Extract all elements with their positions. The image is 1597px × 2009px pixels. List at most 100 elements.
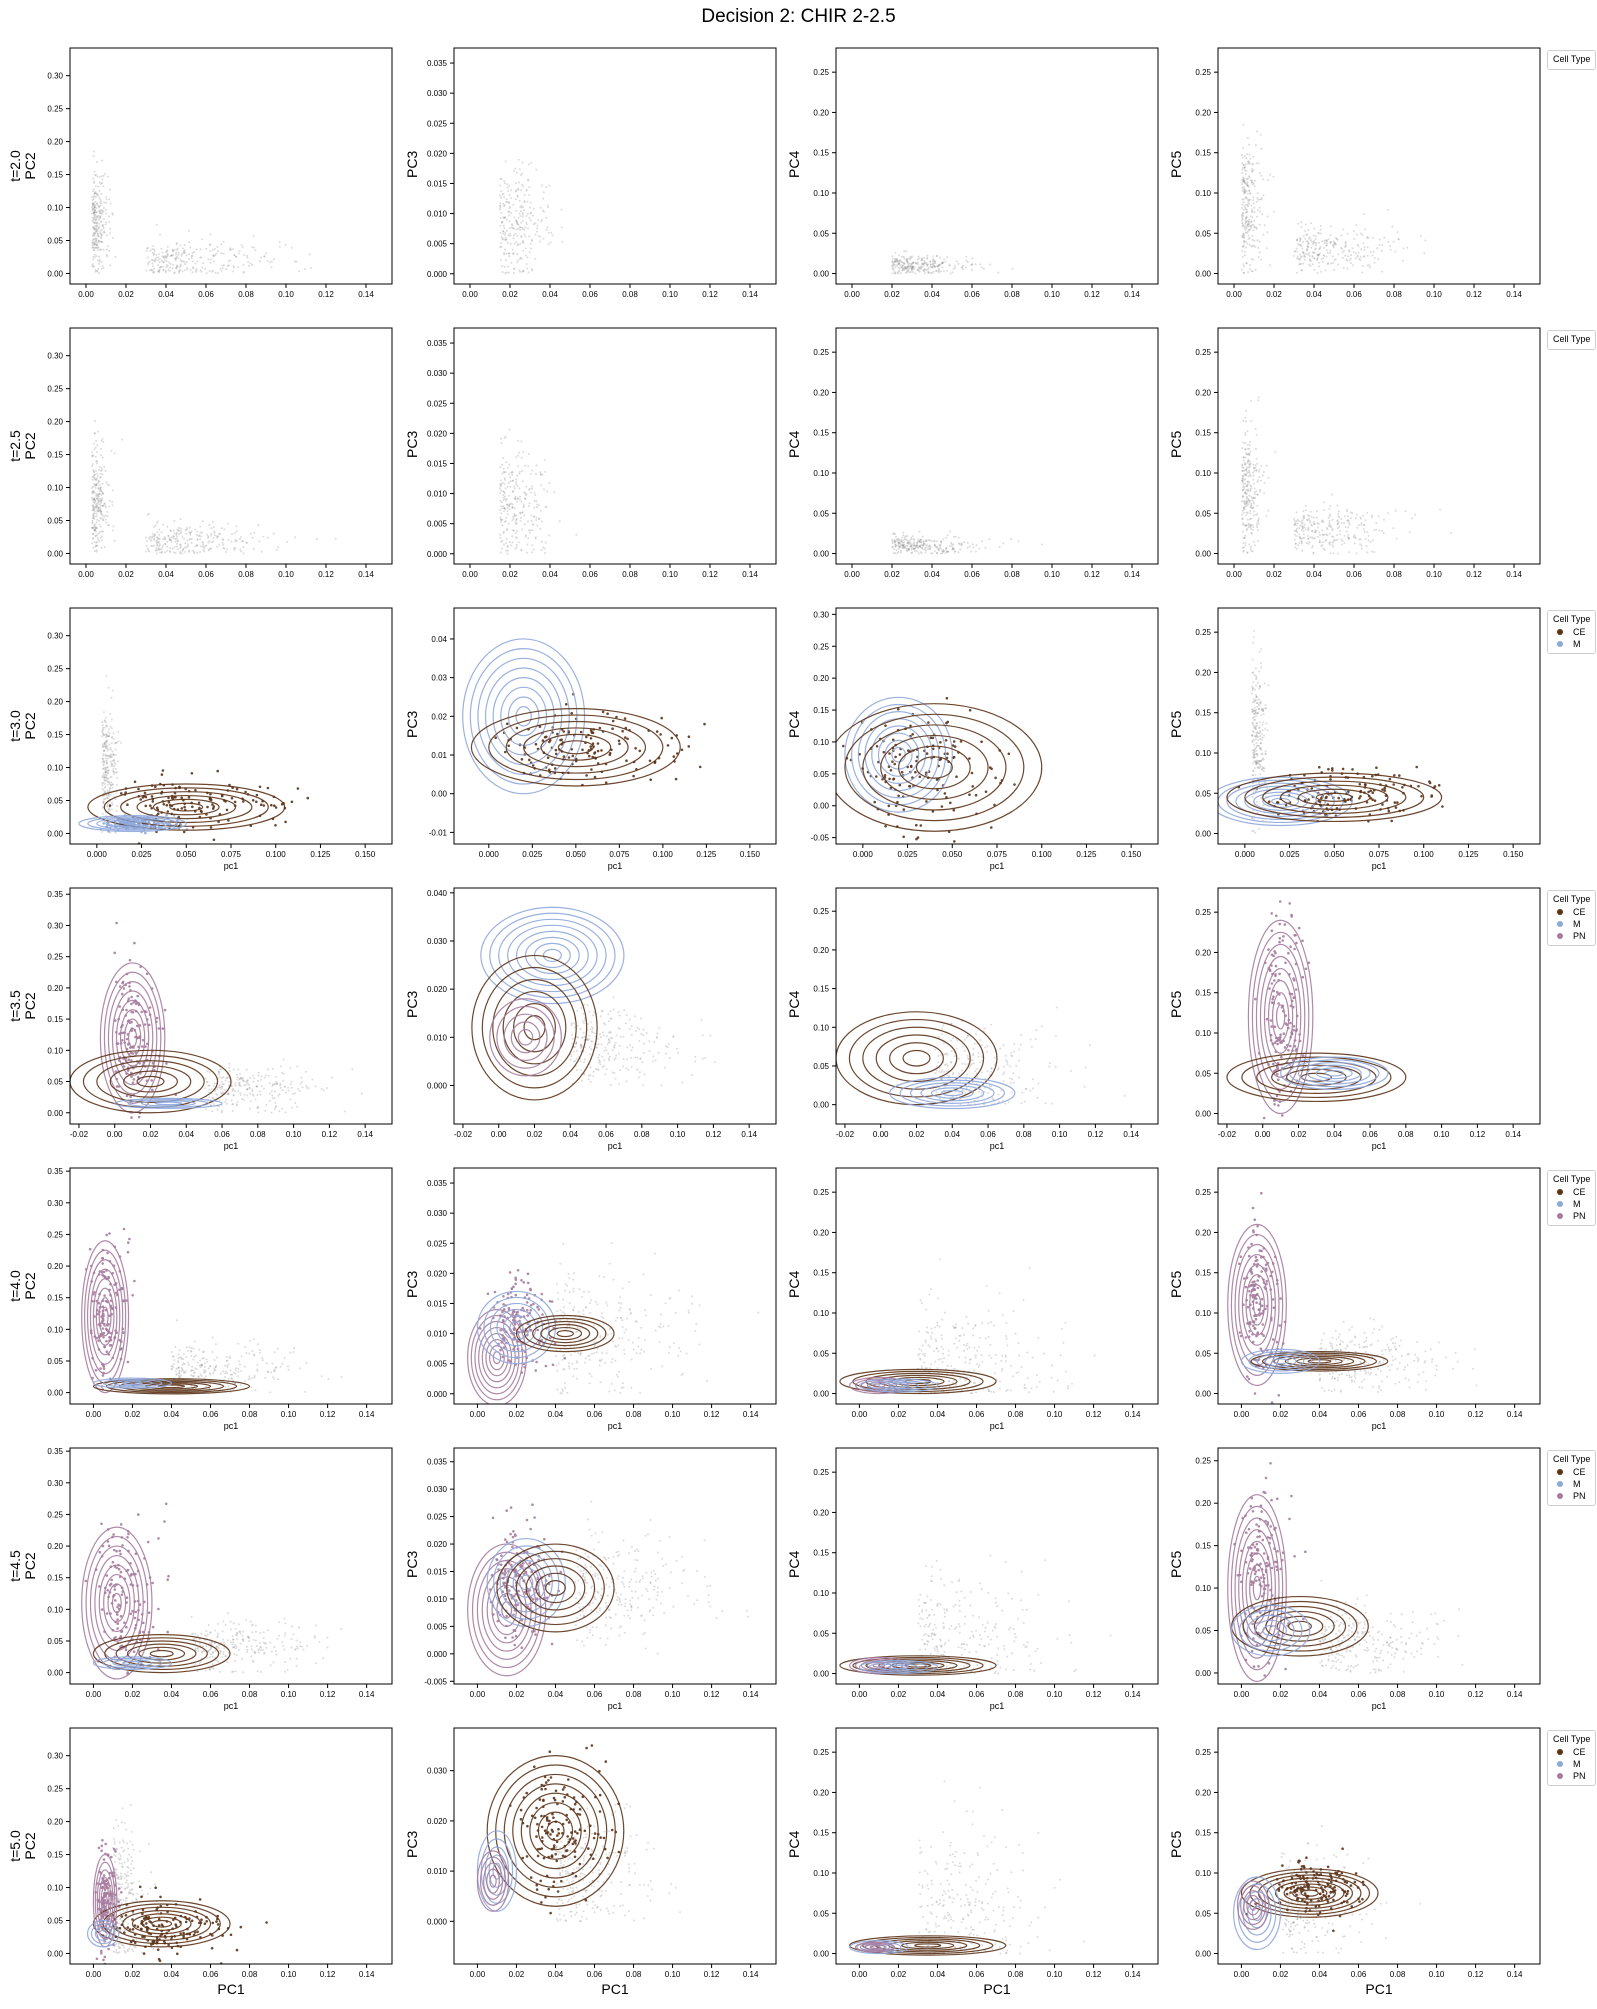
scatter-point	[1348, 259, 1351, 262]
scatter-point	[505, 218, 508, 221]
scatter-point	[111, 763, 114, 766]
scatter-point	[898, 546, 901, 549]
scatter-point	[102, 759, 105, 762]
axes-frame	[1217, 327, 1541, 565]
scatter-point	[104, 741, 107, 743]
scatter-point	[506, 545, 509, 548]
scatter-point	[531, 485, 533, 488]
scatter-point	[1253, 630, 1256, 632]
scatter-point	[177, 540, 180, 543]
scatter-point	[1249, 462, 1252, 465]
scatter-point	[103, 778, 106, 781]
scatter-point	[104, 779, 107, 782]
scatter-point	[1263, 767, 1266, 770]
scatter-point	[1340, 518, 1343, 521]
scatter-point	[114, 798, 117, 801]
scatter-point	[183, 269, 186, 272]
scatter-point	[1312, 242, 1315, 245]
scatter-point	[1254, 144, 1257, 146]
scatter-point	[221, 267, 224, 270]
scatter-point	[165, 271, 167, 274]
scatter-point	[504, 200, 507, 203]
scatter-point	[95, 515, 98, 518]
scatter-point	[189, 538, 192, 541]
scatter-point	[1245, 208, 1248, 211]
scatter-point	[510, 261, 513, 264]
scatter-point	[1305, 504, 1307, 507]
scatter-point	[546, 226, 549, 229]
scatter-point	[91, 496, 94, 499]
scatter-point	[899, 264, 902, 267]
scatter-point	[1244, 456, 1247, 459]
scatter-point	[560, 738, 563, 742]
scatter-point	[918, 775, 922, 779]
scatter-point	[95, 227, 98, 230]
scatter-point	[1242, 542, 1245, 545]
scatter-point	[1248, 218, 1251, 221]
scatter-point	[199, 269, 202, 272]
scatter-point	[921, 266, 924, 269]
scatter-point	[534, 742, 538, 746]
scatter-point	[1247, 471, 1250, 474]
scatter-point	[896, 259, 899, 262]
scatter-point	[1245, 227, 1248, 230]
scatter-point	[1250, 258, 1253, 261]
scatter-point	[150, 268, 153, 271]
scatter-point	[940, 550, 943, 552]
scatter-point	[216, 250, 219, 253]
scatter-point	[94, 525, 97, 528]
scatter-point	[231, 270, 234, 273]
scatter-point	[1325, 255, 1328, 258]
x-tick-label: 0.02	[1266, 570, 1282, 579]
x-tick-label: 0.100	[1032, 850, 1053, 859]
scatter-point	[1302, 533, 1305, 536]
scatter-point	[130, 1002, 133, 1006]
scatter-point	[921, 544, 924, 547]
scatter-point	[1313, 522, 1316, 525]
scatter-point	[1330, 225, 1332, 228]
scatter-point	[1241, 513, 1244, 516]
scatter-point	[1353, 534, 1356, 537]
scatter-point	[955, 775, 958, 778]
scatter-point	[910, 262, 913, 265]
scatter-point	[315, 538, 318, 541]
scatter-point	[515, 483, 518, 486]
y-tick-label: 0.10	[47, 484, 63, 493]
scatter-point	[920, 538, 923, 541]
scatter-point	[1257, 256, 1260, 259]
scatter-point	[101, 776, 104, 779]
scatter-point	[102, 185, 105, 188]
scatter-point	[1353, 542, 1356, 545]
y-axis-label: PC5	[1168, 150, 1184, 178]
scatter-point	[91, 451, 93, 454]
scatter-point	[499, 479, 502, 482]
scatter-point	[235, 787, 239, 791]
scatter-point	[1256, 239, 1259, 242]
scatter-point	[92, 188, 95, 191]
scatter-point	[252, 235, 255, 238]
scatter-point	[1346, 515, 1349, 518]
scatter-point	[98, 225, 101, 228]
scatter-point	[905, 544, 908, 547]
scatter-point	[107, 807, 110, 810]
scatter-point	[1250, 505, 1252, 508]
scatter-point	[100, 228, 103, 231]
scatter-point	[503, 507, 506, 510]
scatter-point	[532, 548, 535, 551]
scatter-point	[137, 787, 140, 791]
scatter-point	[105, 740, 108, 743]
scatter-point	[898, 545, 901, 548]
scatter-point	[1392, 783, 1395, 786]
scatter-point	[912, 545, 915, 547]
scatter-point	[1302, 251, 1305, 254]
scatter-point	[143, 791, 147, 795]
scatter-point	[543, 547, 546, 550]
scatter-point	[1255, 734, 1258, 737]
kde-contour-M	[87, 816, 178, 831]
scatter-point	[106, 781, 109, 783]
scatter-point	[96, 244, 98, 247]
scatter-point	[519, 511, 521, 514]
scatter-point	[161, 769, 165, 772]
scatter-point	[1246, 230, 1249, 233]
kde-contour-CE	[540, 733, 612, 761]
